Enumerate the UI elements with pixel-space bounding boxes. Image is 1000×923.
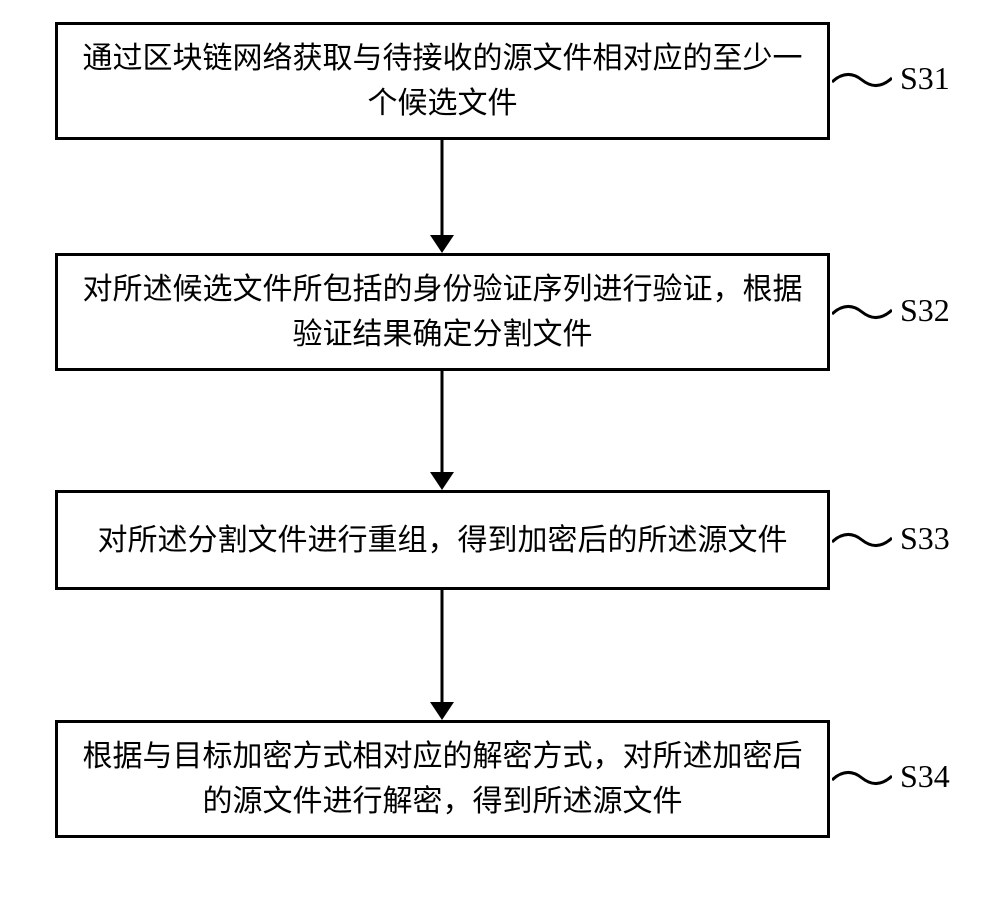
step-label-2: S32 (900, 292, 950, 329)
arrow-3-4 (427, 590, 457, 725)
step-label-4: S34 (900, 758, 950, 795)
flow-node-4-text: 根据与目标加密方式相对应的解密方式，对所述加密后的源文件进行解密，得到所述源文件 (78, 734, 807, 824)
flow-node-2-text: 对所述候选文件所包括的身份验证序列进行验证，根据验证结果确定分割文件 (78, 267, 807, 357)
arrow-2-3 (427, 371, 457, 495)
flowchart-canvas: 通过区块链网络获取与待接收的源文件相对应的至少一个候选文件 S31 对所述候选文… (0, 0, 1000, 923)
tilde-connector-3 (832, 530, 882, 550)
tilde-connector-2 (832, 302, 882, 322)
flow-node-3-text: 对所述分割文件进行重组，得到加密后的所述源文件 (98, 518, 788, 563)
step-label-1: S31 (900, 60, 950, 97)
step-label-3: S33 (900, 520, 950, 557)
flow-node-4: 根据与目标加密方式相对应的解密方式，对所述加密后的源文件进行解密，得到所述源文件 (55, 720, 830, 838)
tilde-connector-4 (832, 768, 882, 788)
flow-node-1-text: 通过区块链网络获取与待接收的源文件相对应的至少一个候选文件 (78, 36, 807, 126)
flow-node-2: 对所述候选文件所包括的身份验证序列进行验证，根据验证结果确定分割文件 (55, 253, 830, 371)
flow-node-3: 对所述分割文件进行重组，得到加密后的所述源文件 (55, 490, 830, 590)
tilde-connector-1 (832, 70, 882, 90)
flow-node-1: 通过区块链网络获取与待接收的源文件相对应的至少一个候选文件 (55, 22, 830, 140)
arrow-1-2 (427, 140, 457, 258)
